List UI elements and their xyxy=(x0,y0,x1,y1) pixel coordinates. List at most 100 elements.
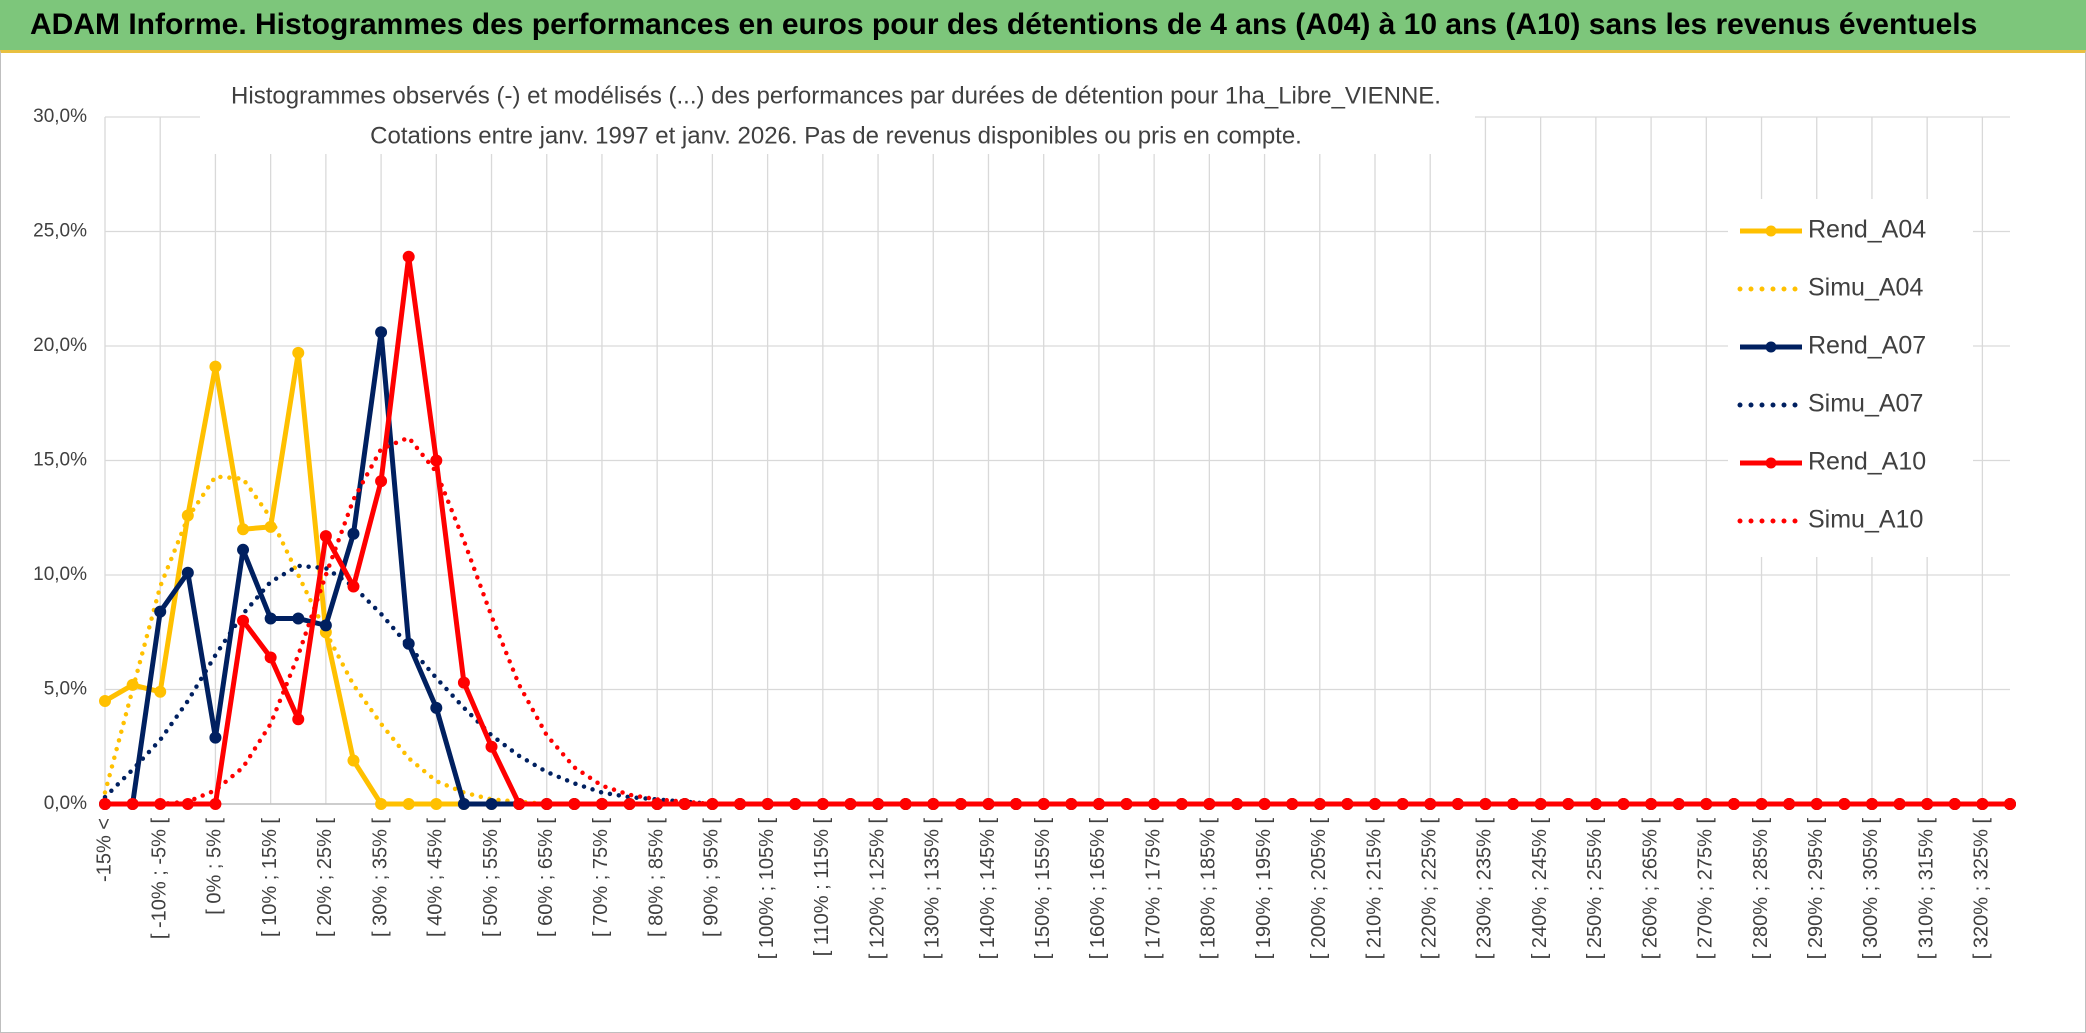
point-marker xyxy=(430,701,443,714)
x-tick-label: [ 160% ; 165% [ xyxy=(1087,818,1109,960)
chart-subtitle: Cotations entre janv. 1997 et janv. 2026… xyxy=(370,122,1302,149)
point-marker xyxy=(319,619,332,632)
x-tick-label: [ 120% ; 125% [ xyxy=(866,818,888,960)
point-marker xyxy=(457,798,470,810)
y-tick-label: 20,0% xyxy=(33,335,87,356)
x-tick-label: [ 50% ; 55% [ xyxy=(480,818,502,937)
y-tick-label: 0,0% xyxy=(44,793,87,814)
point-marker xyxy=(237,523,250,536)
x-tick-label: [ 300% ; 305% [ xyxy=(1860,818,1882,960)
point-marker xyxy=(347,754,360,767)
x-tick-label: [ 280% ; 285% [ xyxy=(1750,818,1772,960)
x-tick-label: [ 20% ; 25% [ xyxy=(314,818,336,937)
point-marker xyxy=(292,612,305,625)
legend-label: Simu_A04 xyxy=(1808,274,1923,302)
x-tick-label: [ 110% ; 115% [ xyxy=(811,818,833,957)
series-line xyxy=(105,254,2010,807)
y-tick-label: 5,0% xyxy=(44,679,87,700)
x-tick-label: [ 10% ; 15% [ xyxy=(259,818,281,937)
series-line xyxy=(102,474,2013,807)
x-tick-label: [ 320% ; 325% [ xyxy=(1971,818,1993,960)
legend-label: Rend_A10 xyxy=(1808,448,1926,476)
legend-marker xyxy=(1765,457,1777,469)
point-marker xyxy=(347,580,360,593)
point-marker xyxy=(292,713,305,726)
legend-label: Simu_A07 xyxy=(1808,390,1923,418)
point-marker xyxy=(457,676,470,689)
point-marker xyxy=(237,614,250,627)
point-marker xyxy=(319,530,332,543)
legend-marker xyxy=(1765,225,1777,237)
point-marker xyxy=(513,798,526,810)
y-tick-label: 15,0% xyxy=(33,450,87,471)
x-tick-label: [ 130% ; 135% [ xyxy=(922,818,944,960)
point-marker xyxy=(678,798,691,810)
point-marker xyxy=(181,798,194,810)
point-marker xyxy=(181,566,194,579)
legend-bg xyxy=(1728,199,1973,557)
point-marker xyxy=(347,527,360,540)
x-tick-label: [ 90% ; 95% [ xyxy=(701,818,723,937)
x-tick-label: [ 190% ; 195% [ xyxy=(1253,818,1275,960)
page-title: ADAM Informe. Histogrammes des performan… xyxy=(30,8,1978,41)
point-marker xyxy=(568,798,581,810)
point-marker xyxy=(485,798,498,810)
series-line xyxy=(102,563,2013,807)
y-tick-label: 30,0% xyxy=(33,106,87,127)
point-marker xyxy=(402,798,415,810)
chart-title: Histogrammes observés (-) et modélisés (… xyxy=(231,82,1441,109)
x-tick-label: [ 140% ; 145% [ xyxy=(977,818,999,960)
x-tick-label: [ 170% ; 175% [ xyxy=(1142,818,1164,960)
point-marker xyxy=(375,475,388,488)
title-bg xyxy=(200,78,1475,154)
x-tick-label: [ 30% ; 35% [ xyxy=(369,818,391,937)
x-tick-label: [ 240% ; 245% [ xyxy=(1529,818,1551,960)
x-tick-label: [ 60% ; 65% [ xyxy=(535,818,557,937)
point-marker xyxy=(209,360,222,373)
x-tick-label: [ 260% ; 265% [ xyxy=(1639,818,1661,960)
point-marker xyxy=(209,798,222,810)
legend-label: Rend_A07 xyxy=(1808,332,1926,360)
title-bar: ADAM Informe. Histogrammes des performan… xyxy=(0,0,2086,50)
x-tick-label: [ 180% ; 185% [ xyxy=(1198,818,1220,960)
x-tick-label: [ 290% ; 295% [ xyxy=(1805,818,1827,960)
x-tick-label: [ 150% ; 155% [ xyxy=(1032,818,1054,960)
point-marker xyxy=(209,731,222,744)
point-marker xyxy=(264,651,277,664)
x-tick-label: [ 80% ; 85% [ xyxy=(645,818,667,937)
point-marker xyxy=(595,798,608,810)
point-marker xyxy=(154,685,167,698)
x-tick-label: [ 270% ; 275% [ xyxy=(1695,818,1717,960)
x-tick-label: [ 230% ; 235% [ xyxy=(1474,818,1496,960)
legend-label: Rend_A04 xyxy=(1808,216,1926,244)
x-tick-label: [ 70% ; 75% [ xyxy=(590,818,612,937)
x-tick-label: [ 40% ; 45% [ xyxy=(425,818,447,937)
point-marker xyxy=(402,250,415,263)
x-tick-label: [ 100% ; 105% [ xyxy=(756,818,778,960)
point-marker xyxy=(154,605,167,618)
point-marker xyxy=(292,346,305,359)
point-marker xyxy=(237,543,250,556)
point-marker xyxy=(2004,798,2016,810)
point-marker xyxy=(485,740,498,753)
point-marker xyxy=(375,798,388,810)
point-marker xyxy=(264,612,277,625)
x-tick-label: [ 0% ; 5% [ xyxy=(204,818,226,915)
x-tick-label: [ 210% ; 215% [ xyxy=(1363,818,1385,960)
point-marker xyxy=(623,798,636,810)
x-tick-label: -15% < xyxy=(93,818,115,882)
point-marker xyxy=(430,454,443,467)
y-tick-label: 10,0% xyxy=(33,564,87,585)
x-tick-label: [ 310% ; 315% [ xyxy=(1915,818,1937,960)
legend-marker xyxy=(1765,341,1777,353)
series-line xyxy=(102,435,2013,807)
point-marker xyxy=(375,326,388,339)
x-tick-label: [ -10% ; -5% [ xyxy=(148,818,170,940)
point-marker xyxy=(99,694,111,707)
x-tick-label: [ 220% ; 225% [ xyxy=(1418,818,1440,960)
x-tick-label: [ 250% ; 255% [ xyxy=(1584,818,1606,960)
point-marker xyxy=(430,798,443,810)
x-tick-label: [ 200% ; 205% [ xyxy=(1308,818,1330,960)
